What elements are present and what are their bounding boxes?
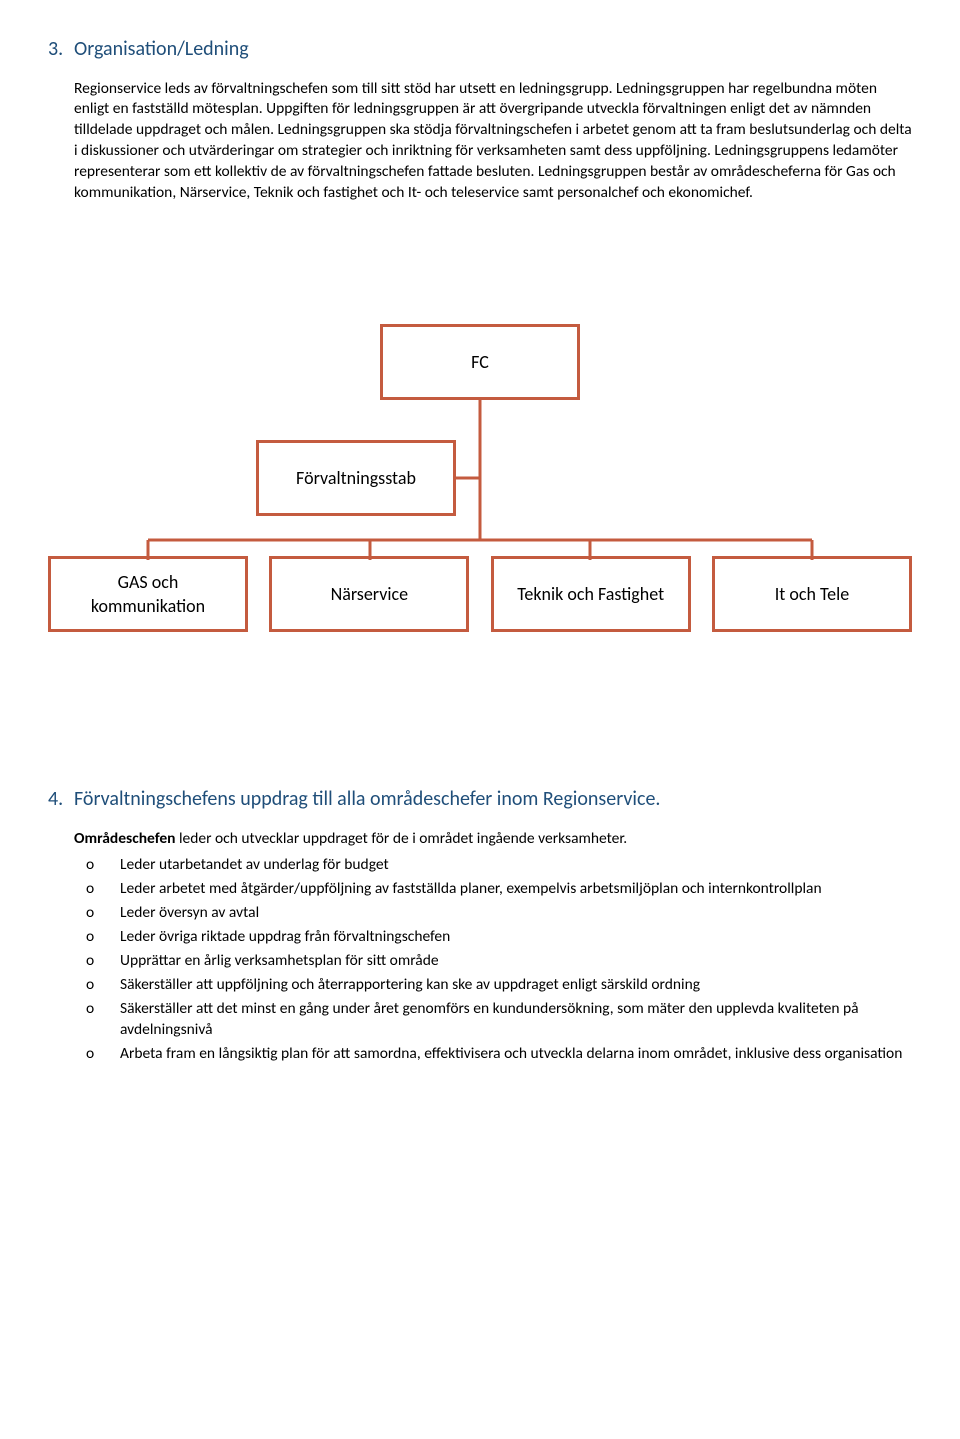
section-4-number: 4. xyxy=(48,786,66,813)
bullet-icon: o xyxy=(86,975,94,996)
list-item: o Arbeta fram en långsiktig plan för att … xyxy=(74,1044,912,1065)
section-4-intro-bold: Områdeschefen xyxy=(74,829,175,848)
list-item-text: Säkerställer att det minst en gång under… xyxy=(120,999,859,1039)
section-4-intro: Områdeschefen leder och utvecklar uppdra… xyxy=(74,829,912,850)
list-item-text: Leder utarbetandet av underlag för budge… xyxy=(120,855,389,874)
org-node-child-1: Närservice xyxy=(269,556,469,632)
list-item-text: Upprättar en årlig verksamhetsplan för s… xyxy=(120,951,439,970)
org-node-child-3: It och Tele xyxy=(712,556,912,632)
bullet-icon: o xyxy=(86,999,94,1020)
section-4-list: o Leder utarbetandet av underlag för budg… xyxy=(74,855,912,1064)
org-node-stab: Förvaltningsstab xyxy=(256,440,456,516)
org-node-child-2: Teknik och Fastighet xyxy=(491,556,691,632)
bullet-icon: o xyxy=(86,903,94,924)
list-item-text: Leder översyn av avtal xyxy=(120,903,259,922)
list-item-text: Leder övriga riktade uppdrag från förval… xyxy=(120,927,450,946)
list-item: o Leder översyn av avtal xyxy=(74,903,912,924)
org-chart: FC Förvaltningsstab GAS och kommunikatio… xyxy=(48,324,912,636)
list-item-text: Leder arbetet med åtgärder/uppföljning a… xyxy=(120,879,822,898)
list-item: o Leder övriga riktade uppdrag från förva… xyxy=(74,927,912,948)
list-item: o Leder utarbetandet av underlag för budg… xyxy=(74,855,912,876)
section-4-intro-rest: leder och utvecklar uppdraget för de i o… xyxy=(175,829,627,848)
list-item: o Säkerställer att det minst en gång unde… xyxy=(74,999,912,1041)
bullet-icon: o xyxy=(86,927,94,948)
bullet-icon: o xyxy=(86,879,94,900)
bullet-icon: o xyxy=(86,951,94,972)
org-node-fc: FC xyxy=(380,324,580,400)
section-3-title: Organisation/Ledning xyxy=(74,36,249,63)
section-3-header: 3. Organisation/Ledning xyxy=(48,36,912,63)
section-3-body: Regionservice leds av förvaltningschefen… xyxy=(74,79,912,205)
list-item-text: Säkerställer att uppföljning och återrap… xyxy=(120,975,700,994)
list-item-text: Arbeta fram en långsiktig plan för att s… xyxy=(120,1044,902,1063)
list-item: o Leder arbetet med åtgärder/uppföljning … xyxy=(74,879,912,900)
list-item: o Upprättar en årlig verksamhetsplan för … xyxy=(74,951,912,972)
bullet-icon: o xyxy=(86,855,94,876)
section-4-title: Förvaltningschefens uppdrag till alla om… xyxy=(74,786,660,813)
section-3-number: 3. xyxy=(48,36,66,63)
section-4-header: 4. Förvaltningschefens uppdrag till alla… xyxy=(48,786,912,813)
list-item: o Säkerställer att uppföljning och återra… xyxy=(74,975,912,996)
org-node-child-0: GAS och kommunikation xyxy=(48,556,248,632)
bullet-icon: o xyxy=(86,1044,94,1065)
